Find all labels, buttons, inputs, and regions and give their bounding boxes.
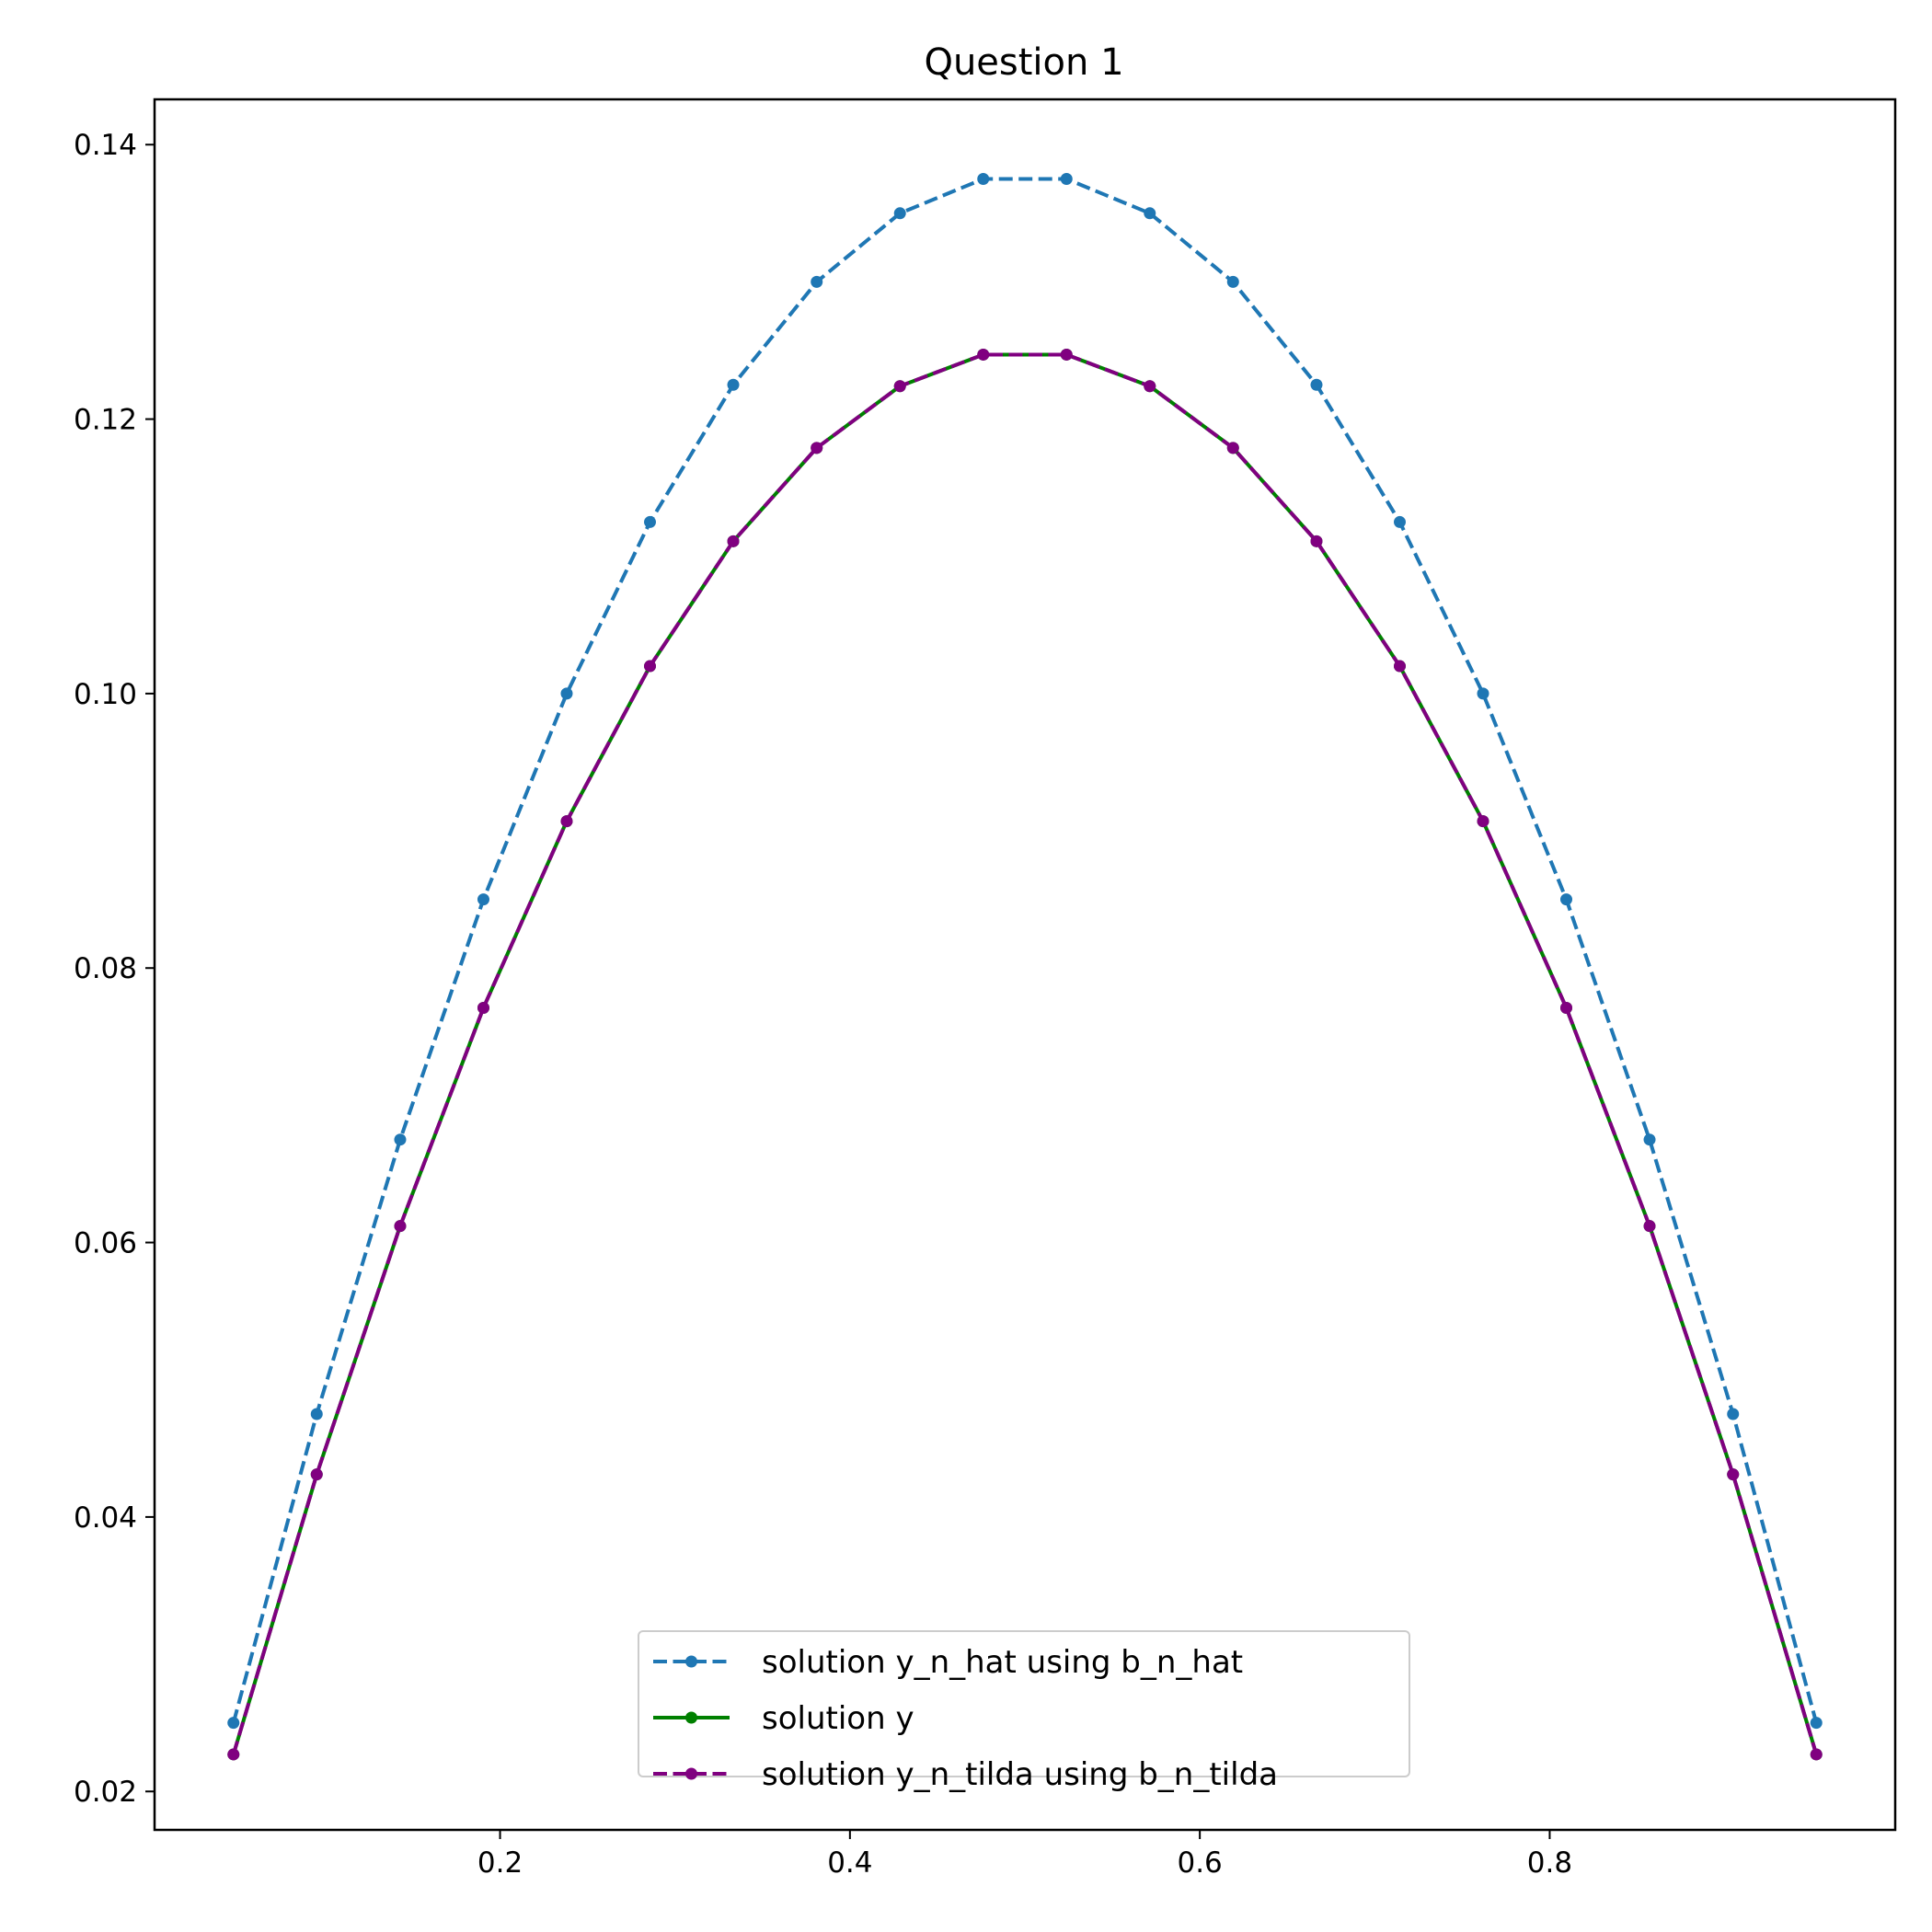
data-point — [1393, 515, 1406, 528]
legend-marker — [685, 1655, 697, 1668]
data-point — [893, 207, 906, 220]
data-point — [1643, 1220, 1656, 1233]
data-point — [1060, 173, 1073, 186]
data-point — [1643, 1133, 1656, 1146]
legend-marker — [685, 1767, 697, 1780]
series-line — [231, 177, 1819, 1724]
data-point — [310, 1408, 323, 1420]
legend: solution y_n_hat using b_n_hat solution y… — [638, 1630, 1410, 1793]
data-point — [1226, 275, 1239, 288]
data-point — [977, 173, 990, 186]
series-layer — [227, 173, 1823, 1761]
data-point — [394, 1220, 407, 1233]
data-point — [1393, 660, 1406, 673]
data-point — [811, 275, 823, 288]
data-point — [560, 687, 573, 700]
data-point — [811, 442, 823, 454]
data-point — [1060, 348, 1073, 361]
data-point — [310, 1468, 323, 1481]
legend-label: solution y — [762, 1700, 914, 1737]
data-point — [1727, 1408, 1740, 1420]
legend-label: solution y_n_hat using b_n_hat — [762, 1644, 1243, 1681]
data-point — [1477, 815, 1489, 828]
data-point — [227, 1748, 240, 1761]
y-tick-label: 0.02 — [74, 1776, 137, 1809]
data-point — [1560, 1001, 1573, 1014]
x-tick-label: 0.4 — [827, 1846, 872, 1880]
y-tick-label: 0.14 — [74, 129, 137, 162]
x-tick-label: 0.8 — [1527, 1846, 1572, 1880]
data-point — [394, 1133, 407, 1146]
data-point — [977, 348, 990, 361]
chart-title: Question 1 — [924, 41, 1123, 84]
data-point — [1810, 1717, 1823, 1730]
legend-marker — [685, 1711, 697, 1724]
series-line — [231, 352, 1819, 1755]
data-point — [893, 380, 906, 393]
axes-layer: 0.2 0.4 0.6 0.8 0.02 0.04 0.06 0.08 0.10 0.12 0.14 — [74, 129, 1572, 1880]
data-point — [227, 1717, 240, 1730]
plot-frame — [153, 98, 1897, 1832]
data-point — [1144, 380, 1156, 393]
data-point — [1560, 893, 1573, 906]
data-point — [1477, 687, 1489, 700]
x-tick-label: 0.2 — [477, 1846, 523, 1880]
legend-box — [638, 1630, 1410, 1777]
series-line — [231, 352, 1819, 1755]
data-point — [560, 815, 573, 828]
data-point — [1144, 207, 1156, 220]
data-point — [727, 378, 740, 391]
y-tick-label: 0.08 — [74, 952, 137, 985]
series-0 — [227, 173, 1823, 1730]
series-2 — [227, 348, 1823, 1761]
data-point — [1810, 1748, 1823, 1761]
data-point — [644, 660, 657, 673]
y-tick-label: 0.12 — [74, 404, 137, 437]
y-tick-label: 0.04 — [74, 1501, 137, 1535]
data-point — [1727, 1468, 1740, 1481]
data-point — [477, 1001, 489, 1014]
data-point — [1226, 442, 1239, 454]
data-point — [644, 515, 657, 528]
x-tick-label: 0.6 — [1177, 1846, 1222, 1880]
y-tick-label: 0.10 — [74, 678, 137, 711]
legend-label: solution y_n_tilda using b_n_tilda — [762, 1756, 1278, 1793]
data-point — [1310, 535, 1323, 547]
data-point — [727, 535, 740, 547]
data-point — [1310, 378, 1323, 391]
y-tick-label: 0.06 — [74, 1227, 137, 1260]
data-point — [477, 893, 489, 906]
